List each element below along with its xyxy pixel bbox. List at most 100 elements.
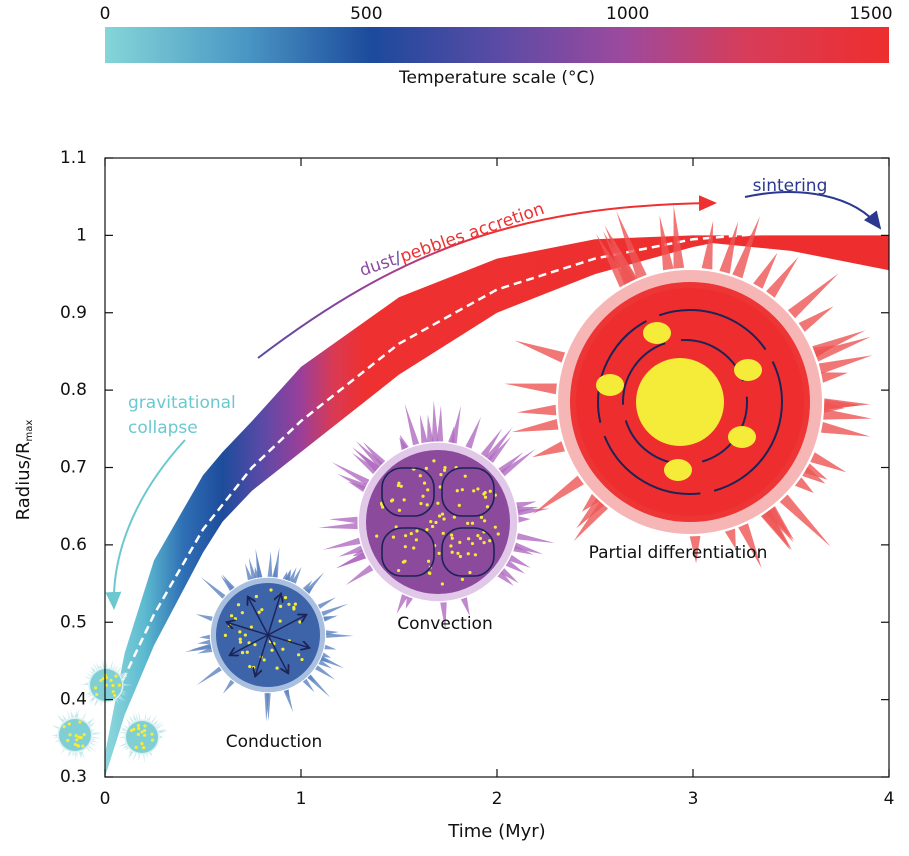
grain	[240, 651, 245, 655]
spike	[573, 501, 608, 542]
spike	[88, 745, 96, 753]
median-line	[103, 230, 792, 716]
spike	[396, 594, 408, 614]
grain	[467, 537, 471, 541]
grain	[257, 610, 261, 614]
spike	[89, 721, 97, 726]
grain	[403, 534, 408, 538]
spike	[505, 560, 526, 574]
spike	[317, 597, 336, 609]
planet-illustration	[117, 710, 169, 764]
spike	[581, 493, 600, 512]
grain	[247, 641, 251, 645]
grain	[101, 677, 105, 681]
grain	[134, 745, 138, 749]
grain	[431, 524, 435, 529]
spike	[91, 669, 95, 673]
spike	[143, 754, 145, 764]
spike	[824, 402, 845, 413]
spike	[80, 683, 89, 686]
flow-arrow	[267, 595, 280, 636]
grain	[233, 617, 237, 621]
spike	[156, 721, 164, 727]
spike	[92, 733, 103, 735]
grain	[401, 560, 406, 564]
spike	[115, 699, 118, 703]
grain	[143, 733, 147, 737]
spike	[118, 726, 126, 731]
spike	[604, 225, 637, 284]
spike	[100, 663, 102, 668]
grain	[437, 514, 442, 518]
spike	[90, 697, 95, 702]
spike	[324, 644, 337, 650]
spike	[272, 562, 277, 578]
band	[105, 235, 889, 777]
x-tick-label: 2	[492, 789, 503, 809]
grain	[236, 603, 241, 607]
y-tick-label: 1	[76, 225, 87, 245]
spike	[320, 656, 331, 663]
grain	[140, 742, 144, 746]
grain	[109, 678, 113, 682]
spike	[779, 494, 831, 547]
spike	[92, 729, 95, 732]
grain	[390, 498, 395, 502]
spike	[85, 692, 91, 695]
spike	[92, 736, 102, 739]
spike	[329, 516, 358, 524]
grain	[67, 722, 71, 726]
grain	[111, 683, 115, 688]
grain	[426, 488, 430, 492]
grain	[143, 724, 147, 728]
spike	[120, 670, 129, 677]
spike	[291, 566, 302, 584]
grain	[482, 492, 486, 496]
spike	[72, 752, 74, 757]
spike	[732, 216, 760, 279]
spike	[90, 724, 94, 727]
grain	[104, 676, 109, 680]
grain	[485, 505, 490, 509]
grain	[414, 538, 418, 542]
spike	[119, 731, 125, 734]
grain	[74, 734, 78, 738]
grain	[470, 521, 475, 525]
flow-arrow	[267, 615, 305, 636]
spike	[348, 481, 366, 492]
core	[636, 358, 724, 446]
melt-pocket	[664, 459, 692, 481]
grain	[472, 489, 476, 493]
spike	[306, 585, 314, 594]
x-tick-label: 4	[884, 789, 895, 809]
spike	[200, 577, 226, 599]
grain	[450, 550, 454, 554]
spike	[112, 664, 115, 669]
grain	[248, 664, 252, 669]
colorbar-tick-label: 1000	[606, 4, 649, 24]
spike	[119, 696, 127, 702]
grain	[479, 515, 484, 519]
spike	[485, 427, 513, 461]
spike	[76, 708, 79, 718]
spike	[326, 633, 354, 638]
grain	[287, 602, 291, 606]
spike	[75, 710, 78, 718]
spike	[222, 679, 235, 694]
grain	[425, 527, 429, 532]
spike	[532, 441, 565, 458]
spike	[760, 510, 791, 551]
grain	[104, 683, 109, 687]
spike	[128, 750, 132, 754]
spike	[67, 710, 71, 719]
spike	[480, 428, 503, 458]
grain	[253, 643, 257, 647]
planet-body	[366, 450, 510, 594]
spike	[90, 742, 98, 747]
y-tick-label: 0.6	[60, 535, 87, 555]
spike	[118, 736, 125, 739]
grain	[227, 623, 232, 628]
grain	[238, 630, 242, 634]
grain	[381, 505, 385, 509]
spike	[220, 575, 234, 591]
